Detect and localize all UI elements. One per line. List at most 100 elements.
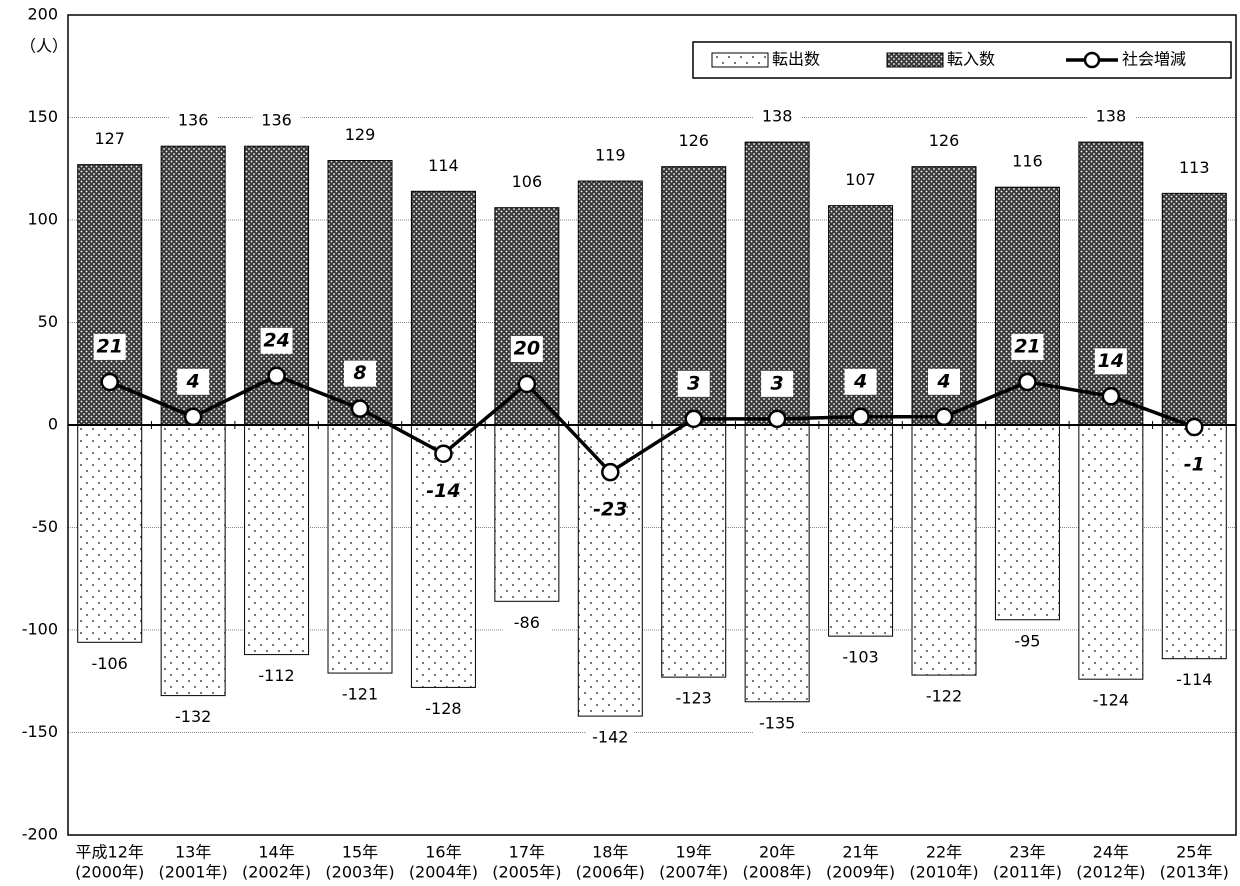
legend-box [692,41,1232,79]
x-tick-label: (2002年) [242,863,311,882]
label-bg [920,131,968,152]
data-label: 138 [1096,107,1127,126]
label-bg [669,689,718,710]
line-marker [601,462,620,482]
x-tick-label: (2004年) [409,863,478,882]
line-marker [1101,387,1121,406]
line-marker [100,372,119,392]
label-bg [836,170,885,191]
label-bg [1170,158,1219,179]
bar [1161,192,1227,426]
x-tick-label: 25年 [1176,843,1212,862]
label-bg [85,654,134,675]
label-bg [427,478,460,505]
data-label: 24 [263,329,289,351]
label-bg [1178,452,1211,479]
y-tick-label: 50 [38,312,58,331]
legend-swatch [886,52,944,68]
data-label: 127 [94,129,125,148]
bar [1078,424,1144,680]
label-bg [920,687,968,708]
x-tick-label: 21年 [842,843,878,862]
line-marker [934,407,954,427]
bar [244,424,310,656]
x-tick-label: (2008年) [743,863,812,882]
data-label: 126 [929,131,960,150]
label-bg [502,172,551,193]
data-label: 106 [512,172,543,191]
data-label: -128 [425,699,461,718]
data-label: -142 [592,728,628,747]
bar [661,424,727,678]
data-label: -23 [593,499,627,521]
data-label: -86 [514,613,540,632]
line-marker [767,409,787,429]
x-tick-label: 22年 [926,843,962,862]
y-tick-label: 200 [27,5,58,24]
data-label: -106 [92,654,128,673]
label-bg [502,613,551,634]
data-label: 21 [96,335,122,357]
data-label: -112 [258,666,294,685]
y-tick-label: -150 [22,722,58,741]
x-tick-label: 14年 [258,843,294,862]
y-tick-label: 0 [48,415,58,434]
data-label: 8 [353,362,366,384]
line-marker [1185,417,1204,437]
data-label: -14 [426,480,460,502]
bar [577,180,643,426]
line-marker [851,407,870,427]
y-unit: （人） [20,37,68,56]
x-tick-label: (2007年) [659,863,728,882]
label-bg [419,699,468,720]
data-label: 3 [687,372,700,394]
data-label: 136 [261,111,292,130]
line-marker [350,399,370,418]
label-bg [344,360,376,387]
line-marker [684,409,703,429]
line-marker [267,366,286,386]
label-bg [252,666,301,687]
bar [744,424,810,703]
bar [410,190,476,426]
label-bg [586,728,635,749]
bar [494,424,560,602]
data-label: -103 [842,648,878,667]
data-label: -124 [1093,691,1129,710]
data-label: 107 [845,170,876,189]
data-label: 14 [1098,350,1124,372]
line-marker [434,444,453,463]
data-label: 114 [428,156,459,175]
bar [410,424,476,688]
label-bg [336,685,384,706]
bar [77,424,143,643]
x-tick-label: 平成12年 [76,843,144,862]
data-label: -121 [342,685,378,704]
line [109,373,1195,475]
data-label: 3 [771,372,784,394]
data-label: 116 [1012,152,1043,171]
data-label: 4 [853,370,867,392]
x-tick-label: (2010年) [909,863,978,882]
label-bg [177,368,210,395]
label-bg [1003,152,1052,173]
x-tick-label: 15年 [342,843,378,862]
bar [160,424,226,697]
x-tick-label: (2003年) [325,863,394,882]
x-tick-label: (2013年) [1160,863,1229,882]
legend-label: 社会増減 [1122,50,1186,69]
y-tick-label: -200 [22,825,58,844]
label-bg [761,370,794,397]
label-bg [1086,691,1135,712]
label-bg [169,111,218,132]
label-bg [1170,670,1219,691]
data-label: -114 [1176,670,1212,689]
line-marker [183,407,203,427]
x-tick-label: 18年 [592,843,628,862]
data-label: -95 [1014,631,1040,650]
label-bg [677,370,710,397]
legend-swatch [711,52,769,68]
x-tick-label: (2012年) [1076,863,1145,882]
data-label: -132 [175,707,211,726]
